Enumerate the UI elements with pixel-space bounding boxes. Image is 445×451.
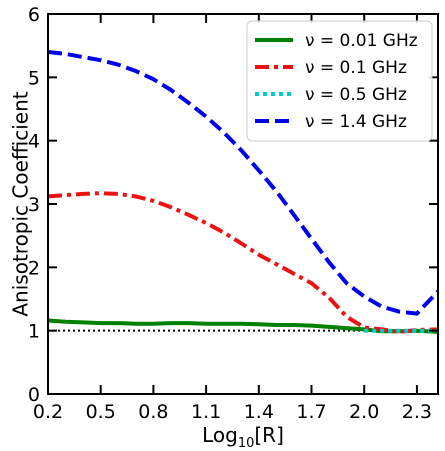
series-line-1 — [47, 318, 439, 334]
x-tick-label: 2.3 — [402, 401, 432, 423]
legend-label-1: ν = 0.01 GHz — [305, 31, 418, 51]
x-tick-label: 1.7 — [296, 401, 326, 423]
x-tick-label: 0.2 — [33, 401, 63, 423]
legend-label-3: ν = 0.5 GHz — [305, 85, 407, 105]
x-tick-label: 0.5 — [86, 401, 116, 423]
y-tick-label: 6 — [28, 4, 40, 26]
tick-layer: 0.2 0.5 0.8 1.1 1.4 1.7 2.0 2.3 0 1 2 3 4 5 6 — [28, 4, 438, 423]
series-layer — [47, 50, 440, 334]
y-tick-label: 4 — [28, 131, 40, 153]
y-tick-label: 2 — [28, 257, 40, 279]
y-tick-label: 3 — [28, 194, 40, 216]
y-tick-label: 5 — [28, 67, 40, 89]
legend-box — [246, 20, 433, 142]
series-line-4 — [47, 50, 440, 316]
x-tick-label: 1.4 — [244, 401, 274, 423]
x-tick-label: 0.8 — [138, 401, 168, 423]
x-axis-title: Log10[R] — [202, 423, 284, 451]
x-tick-label: 1.1 — [191, 401, 221, 423]
x-tick-label: 2.0 — [349, 401, 379, 423]
series-line-2 — [47, 191, 439, 334]
y-tick-label: 0 — [28, 384, 40, 406]
y-tick-label: 1 — [28, 321, 40, 343]
y-axis-title: Anisotropic Coefficient — [9, 91, 33, 316]
legend: ν = 0.01 GHz ν = 0.1 GHz ν = 0.5 GHz ν = 1.… — [246, 20, 433, 142]
legend-label-2: ν = 0.1 GHz — [305, 58, 407, 78]
legend-label-4: ν = 1.4 GHz — [305, 112, 407, 132]
